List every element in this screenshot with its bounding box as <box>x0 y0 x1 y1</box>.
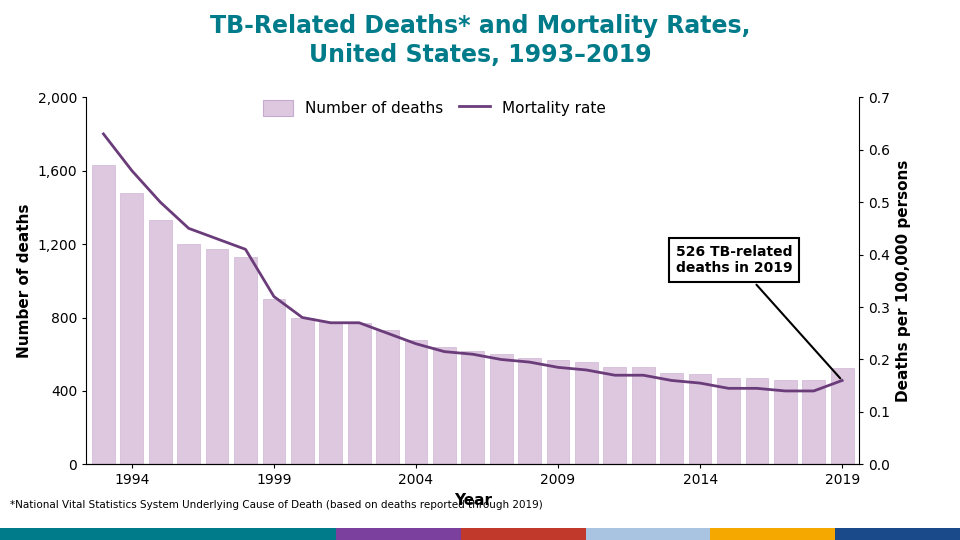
Bar <box>490 354 513 464</box>
Bar <box>746 378 768 464</box>
Bar <box>205 248 228 464</box>
Bar <box>433 347 456 464</box>
Bar <box>462 350 484 464</box>
Bar <box>717 378 740 464</box>
Text: TB-Related Deaths* and Mortality Rates,
United States, 1993–2019: TB-Related Deaths* and Mortality Rates, … <box>209 14 751 67</box>
Bar <box>92 165 115 464</box>
Bar <box>404 340 427 464</box>
Bar <box>291 318 314 464</box>
Bar <box>149 220 172 464</box>
Bar <box>376 330 399 464</box>
X-axis label: Year: Year <box>454 493 492 508</box>
Bar <box>688 374 711 464</box>
Bar <box>234 257 257 464</box>
Bar <box>320 322 342 464</box>
Legend: Number of deaths, Mortality rate: Number of deaths, Mortality rate <box>256 94 612 122</box>
Bar <box>803 380 825 464</box>
Bar <box>121 193 143 464</box>
Y-axis label: Deaths per 100,000 persons: Deaths per 100,000 persons <box>896 160 911 402</box>
Bar <box>632 367 655 464</box>
Y-axis label: Number of deaths: Number of deaths <box>17 204 33 358</box>
Bar <box>178 244 200 464</box>
Bar <box>660 373 684 464</box>
Bar <box>774 380 797 464</box>
Bar <box>518 358 541 464</box>
Bar <box>604 367 626 464</box>
Text: 526 TB-related
deaths in 2019: 526 TB-related deaths in 2019 <box>676 245 840 379</box>
Bar <box>348 323 371 464</box>
Bar <box>575 362 598 464</box>
Text: *National Vital Statistics System Underlying Cause of Death (based on deaths rep: *National Vital Statistics System Underl… <box>10 500 542 510</box>
Bar <box>830 368 853 464</box>
Bar <box>262 299 285 464</box>
Bar <box>546 360 569 464</box>
